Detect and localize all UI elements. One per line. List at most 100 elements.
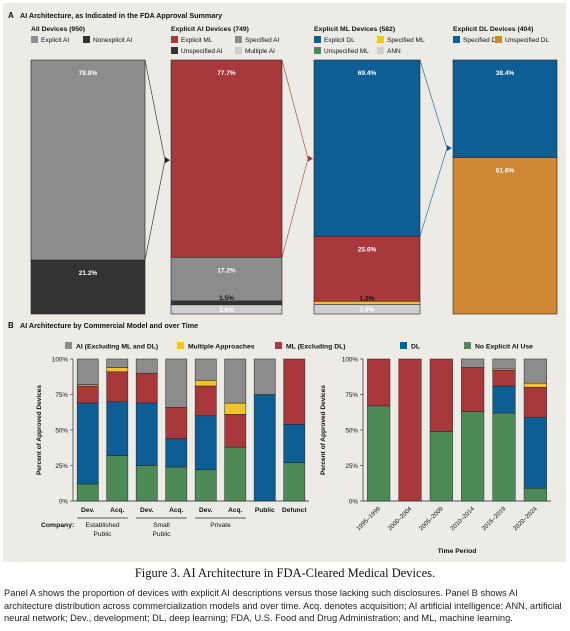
chart4-xtick-label-5: Acq. — [228, 507, 242, 514]
panel-a-value-label-1-2: 1.5% — [219, 295, 234, 302]
chart4-xtick-label-7: Defunct — [282, 507, 307, 514]
chart5-bar-5-1 — [523, 416, 547, 489]
panel-a-value-label-0-0: 78.8% — [79, 70, 98, 77]
chart5-bar-1-2 — [398, 358, 422, 502]
chart5-xtick-label-1: 2000–2004 — [387, 505, 414, 532]
panel-a-segment-0-0 — [30, 59, 146, 261]
chart4-bar-2-1 — [135, 402, 158, 466]
panel-a-chart-title-0: All Devices (950) — [31, 26, 85, 33]
panel-b-legend-swatch-0 — [65, 342, 72, 349]
chart4-bar-4-2 — [194, 385, 217, 417]
chart4-bar-1-0 — [106, 455, 129, 502]
panel-b-legend-label-1: Multiple Approaches — [188, 344, 255, 351]
panel-a-chart-title-3: Explicit DL Devices (404) — [453, 26, 533, 33]
chart5-xtick-label-0: 1995–1999 — [355, 505, 382, 532]
chart4-ytick-label-4: 100% — [52, 356, 69, 363]
panel-a-segment-1-3 — [170, 304, 283, 315]
company-group-label-0-0: Established — [85, 522, 119, 529]
chart5-bar-2-2 — [429, 358, 453, 432]
panel-a-connector-2 — [419, 59, 448, 237]
chart5-xtick-label-5: 2020–2024 — [512, 505, 539, 532]
chart5-bar-4-0 — [492, 412, 516, 502]
chart4-ytick-label-3: 75% — [55, 392, 68, 399]
figure-svg: A AI Architecture, as Indicated in the FD… — [8, 11, 558, 555]
chart5-ytick-label-0: 0% — [349, 498, 359, 505]
panel-a-connector-arrow-2 — [447, 145, 452, 152]
panel-a-connector-0 — [144, 59, 166, 261]
panel-a-legend-label-2-3: ANN — [387, 48, 401, 55]
chart4-bar-1-3 — [106, 367, 129, 373]
panel-a-connector-arrow-0 — [165, 157, 170, 164]
panel-a-letter: A — [8, 11, 14, 20]
panel-a-legend-swatch-1-1 — [235, 36, 242, 43]
chart4-bar-6-1 — [253, 394, 276, 502]
chart4-bar-6-4 — [253, 358, 276, 395]
chart4-bar-3-0 — [165, 466, 188, 502]
panel-a-segment-3-0 — [452, 59, 558, 158]
panel-a-connector-arrow-1 — [308, 155, 313, 162]
panel-b-legend-swatch-4 — [464, 342, 471, 349]
figure-caption-title: Figure 3. AI Architecture in FDA-Cleared… — [134, 566, 436, 580]
chart5-bar-3-4 — [461, 358, 485, 368]
chart4-bar-0-1 — [76, 402, 99, 485]
panel-a-segment-3-1 — [452, 157, 558, 315]
chart4-ytick-label-1: 25% — [55, 463, 68, 470]
panel-a-segment-0-1 — [30, 259, 146, 315]
chart5-ylabel: Percent of Approved Devices — [320, 385, 327, 475]
chart5-bar-3-0 — [461, 411, 485, 502]
panel-a-chart-title-2: Explicit ML Devices (582) — [314, 26, 395, 33]
chart4-bar-5-4 — [224, 358, 247, 404]
panel-a-legend-label-1-0: Explicit ML — [181, 37, 213, 44]
panel-a-legend-label-3-0: Specified DL — [463, 37, 500, 44]
chart4-bar-3-1 — [165, 438, 188, 468]
chart5-bar-0-2 — [367, 358, 391, 407]
panel-a-legend-label-1-2: Unspecified AI — [181, 48, 223, 55]
panel-a-chart-title-1: Explicit AI Devices (749) — [171, 26, 249, 33]
chart5-bar-3-2 — [461, 367, 485, 412]
chart5-ytick-label-1: 25% — [345, 463, 358, 470]
panel-a-segment-2-0 — [313, 59, 421, 237]
chart4-bar-4-3 — [194, 380, 217, 387]
panel-a-value-label-1-1: 17.2% — [217, 267, 236, 274]
chart4-bar-4-1 — [194, 415, 217, 471]
chart4-xtick-label-4: Dev. — [199, 507, 213, 514]
chart4-bar-4-4 — [194, 358, 217, 381]
panel-a-value-label-2-0: 69.4% — [358, 70, 377, 77]
chart4-bar-7-1 — [283, 424, 306, 463]
panel-a-legend-label-2-2: Unspecified ML — [324, 48, 369, 55]
panel-b-title: AI Architecture by Commercial Model and … — [20, 321, 198, 330]
panel-b-legend-label-2: ML (Excluding DL) — [286, 344, 346, 351]
chart4-xtick-label-2: Dev. — [140, 507, 154, 514]
chart5-ytick-label-4: 100% — [342, 356, 359, 363]
panel-a-title: AI Architecture, as Indicated in the FDA… — [20, 11, 222, 20]
panel-b-legend-swatch-1 — [177, 342, 184, 349]
chart5-ytick-label-3: 75% — [345, 392, 358, 399]
panel-a-value-label-0-1: 21.2% — [79, 270, 98, 277]
chart4-bar-7-0 — [283, 462, 306, 502]
panel-a-value-label-2-3: 3.8% — [360, 307, 375, 314]
chart4-bar-1-1 — [106, 401, 129, 456]
panel-a-segment-2-3 — [313, 304, 421, 315]
chart4-bar-3-2 — [165, 407, 188, 439]
chart5-xtick-label-2: 2005–2009 — [418, 505, 445, 532]
chart4-bar-2-2 — [135, 372, 158, 404]
chart4-bar-7-2 — [283, 358, 306, 425]
panel-b-legend-label-0: AI (Excluding ML and DL) — [76, 344, 158, 351]
panel-a-legend-swatch-1-0 — [171, 36, 178, 43]
panel-a-legend-label-0-1: Nonexplicit AI — [93, 37, 133, 44]
panel-a-connector-1 — [281, 59, 309, 258]
panel-a-legend-label-3-1: Unspecified DL — [505, 37, 549, 44]
chart4-ytick-label-0: 0% — [59, 498, 69, 505]
panel-b-legend-label-4: No Explicit AI Use — [475, 344, 533, 351]
panel-a-legend-label-2-1: Specified ML — [387, 37, 425, 44]
chart4-bar-1-2 — [106, 371, 129, 402]
chart4-bar-5-3 — [224, 402, 247, 415]
chart4-bar-5-0 — [224, 446, 247, 502]
panel-a-legend-swatch-1-3 — [235, 47, 242, 54]
panel-a-legend-label-1-1: Specified AI — [245, 37, 280, 44]
panel-b-legend-label-3: DL — [411, 344, 420, 351]
chart4-bar-1-4 — [106, 358, 129, 368]
chart5-bar-2-0 — [429, 431, 453, 502]
panel-a-legend-swatch-2-1 — [377, 36, 384, 43]
chart5-xtick-label-4: 2015–2019 — [481, 505, 508, 532]
